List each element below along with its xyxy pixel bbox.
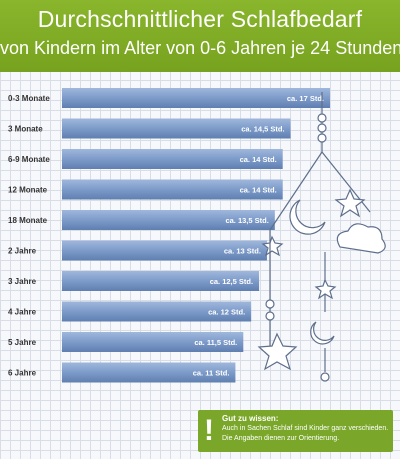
value-label: ca. 12 Std.	[208, 308, 245, 317]
value-label: ca. 14,5 Std.	[241, 125, 284, 134]
bar	[62, 149, 283, 169]
category-label: 0-3 Monate	[8, 94, 50, 103]
info-text: Auch in Sachen Schlaf sind Kinder ganz v…	[222, 425, 389, 442]
value-label: ca. 13 Std.	[224, 247, 261, 256]
value-label: ca. 11,5 Std.	[194, 338, 237, 347]
bar	[62, 118, 291, 139]
exclamation-icon: !	[204, 414, 214, 447]
category-label: 5 Jahre	[8, 338, 37, 347]
bar	[62, 362, 236, 383]
chart-title: Durchschnittlicher Schlafbedarf	[37, 6, 363, 32]
baby-mobile-illustration	[257, 92, 386, 382]
chart-subtitle: von Kindern im Alter von 0-6 Jahren je 2…	[0, 38, 400, 58]
bar	[62, 88, 330, 108]
value-label: ca. 11 Std.	[193, 369, 230, 378]
sleep-chart: 0-3 Monate ca. 17 Std. 3 Monate ca. 14,5 St…	[8, 88, 386, 383]
value-label: ca. 14 Std.	[240, 155, 277, 164]
category-label: 3 Monate	[8, 125, 43, 134]
category-label: 2 Jahre	[8, 247, 37, 256]
category-label: 3 Jahre	[8, 277, 37, 286]
info-box: ! Gut zu wissen: Auch in Sachen Schlaf s…	[198, 410, 393, 452]
category-label: 6 Jahre	[8, 369, 37, 378]
category-label: 6-9 Monate	[8, 155, 50, 164]
value-label: ca. 12,5 Std.	[210, 277, 253, 286]
bar	[62, 179, 283, 200]
value-label: ca. 13,5 Std.	[225, 216, 268, 225]
category-label: 18 Monate	[8, 216, 48, 225]
bars-group: 0-3 Monate ca. 17 Std. 3 Monate ca. 14,5 St…	[8, 88, 330, 383]
bar	[62, 210, 275, 230]
bar	[62, 240, 267, 261]
value-label: ca. 14 Std.	[240, 186, 277, 195]
info-heading: Gut zu wissen:	[222, 414, 279, 423]
bar	[62, 332, 244, 352]
category-label: 12 Monate	[8, 186, 48, 195]
value-label: ca. 17 Std.	[287, 94, 324, 103]
bar	[62, 271, 260, 291]
bar	[62, 301, 252, 322]
category-label: 4 Jahre	[8, 308, 37, 317]
header-banner: Durchschnittlicher Schlafbedarf von Kind…	[0, 0, 400, 72]
